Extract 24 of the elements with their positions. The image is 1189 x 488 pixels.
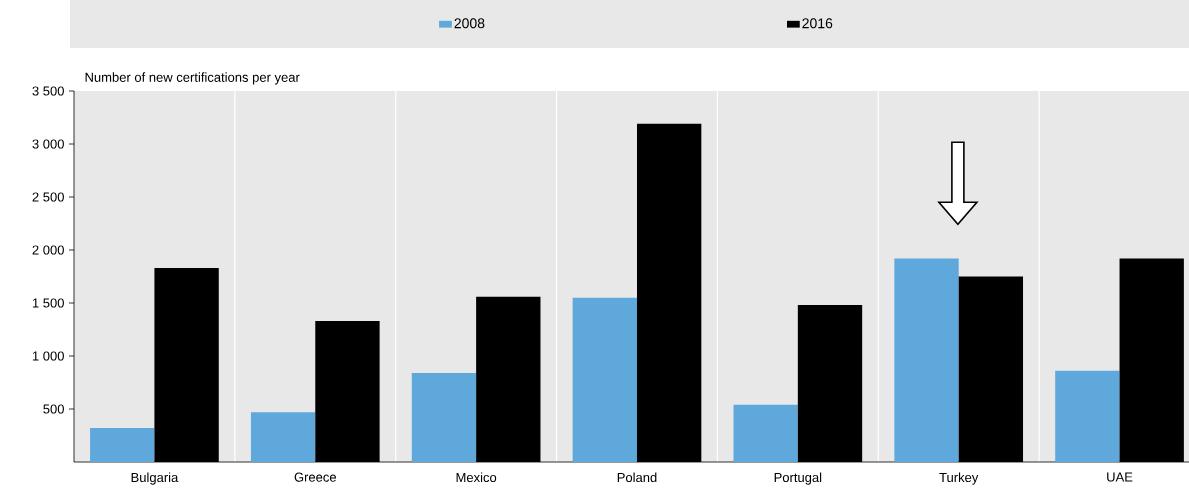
- y-tick-label: 3 500: [32, 86, 64, 96]
- bar: [411, 372, 477, 462]
- y-tick-label: 1 000: [32, 351, 64, 361]
- x-tick-label: Mexico: [456, 472, 497, 483]
- x-tick-label: Portugal: [774, 472, 822, 485]
- bar: [733, 404, 798, 462]
- y-tick-label: 1 500: [32, 298, 64, 308]
- y-axis-title: Number of new certifications per year: [85, 72, 300, 85]
- x-tick-label: Greece: [294, 472, 337, 482]
- y-tick-label: 500: [43, 404, 64, 414]
- x-tick-label: UAE: [1107, 472, 1133, 482]
- bar: [1055, 370, 1120, 462]
- y-tick-label: 2 000: [32, 245, 64, 255]
- bar: [894, 258, 959, 462]
- bar: [572, 297, 637, 462]
- x-tick-label: Bulgaria: [131, 472, 179, 485]
- x-tick-label: Turkey: [939, 472, 979, 485]
- legend-label: 2016: [802, 18, 833, 29]
- bar: [90, 428, 155, 462]
- y-tick-label: 2 500: [32, 192, 64, 202]
- x-tick-label: Poland: [617, 472, 657, 483]
- bar: [250, 412, 316, 462]
- legend-label: 2008: [454, 18, 485, 29]
- y-tick-label: 3 000: [32, 139, 64, 149]
